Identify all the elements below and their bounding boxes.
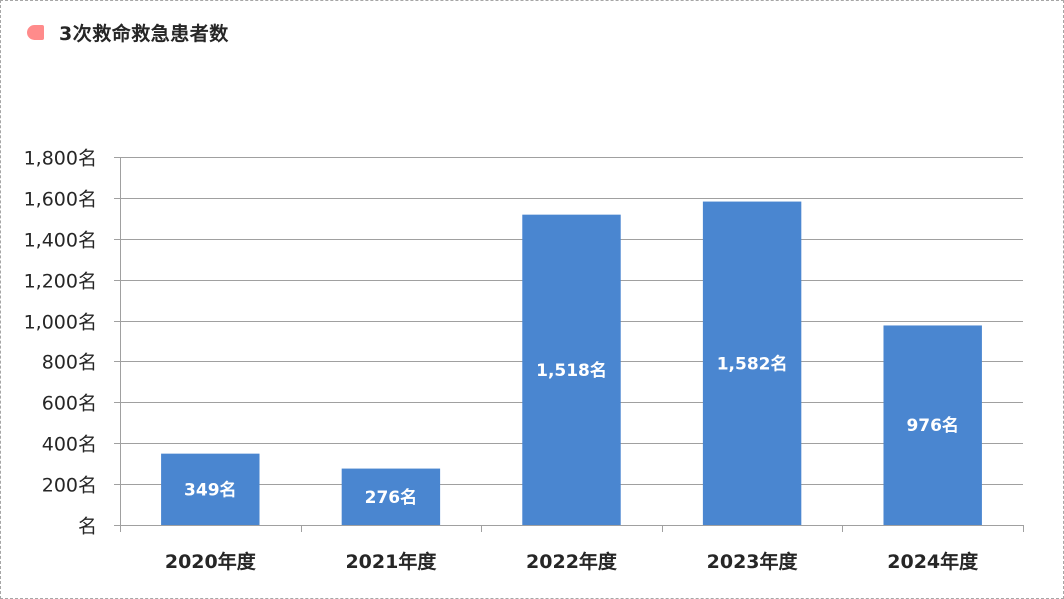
data-label: 976名 <box>906 415 959 436</box>
y-tick-label: 200名 <box>42 475 97 497</box>
y-tick-label: 1,200名 <box>24 271 97 293</box>
x-tick-label: 2023年度 <box>707 550 799 573</box>
bar <box>883 325 982 525</box>
y-tick-labels: 名 200名 400名 600名 800名 1,000名 1,200名 1,400名 1,600… <box>24 148 97 538</box>
data-label: 349名 <box>184 479 237 500</box>
data-labels: 349名 276名 1,518名 1,582名 976名 <box>184 353 959 508</box>
y-tick-label: 1,000名 <box>24 312 97 334</box>
chart-title-row: 3次救命救急患者数 <box>27 18 229 46</box>
x-tick-label: 2024年度 <box>887 550 979 573</box>
y-tick-label: 1,400名 <box>24 230 97 252</box>
data-label: 1,582名 <box>717 353 788 374</box>
y-tick-label: 名 <box>78 516 97 538</box>
y-tick-label: 800名 <box>42 352 97 374</box>
x-tick-label: 2021年度 <box>345 550 437 573</box>
bar <box>522 214 621 526</box>
y-tick-label: 600名 <box>42 393 97 415</box>
y-tick-label: 1,600名 <box>24 189 97 211</box>
bar <box>341 468 441 525</box>
x-tick-label: 2020年度 <box>165 550 257 573</box>
data-label: 1,518名 <box>536 360 607 381</box>
x-tick-labels: 2020年度 2021年度 2022年度 2023年度 2024年度 <box>165 550 979 573</box>
axes <box>114 157 1024 532</box>
x-tick-label: 2022年度 <box>526 550 618 573</box>
y-tick-label: 400名 <box>42 434 97 456</box>
y-tick-label: 1,800名 <box>24 148 97 170</box>
chart-title: 3次救命救急患者数 <box>59 22 229 45</box>
data-label: 276名 <box>365 487 418 508</box>
title-marker-icon <box>27 24 44 40</box>
bar <box>702 201 802 525</box>
bar <box>161 453 260 525</box>
bars <box>161 201 982 526</box>
